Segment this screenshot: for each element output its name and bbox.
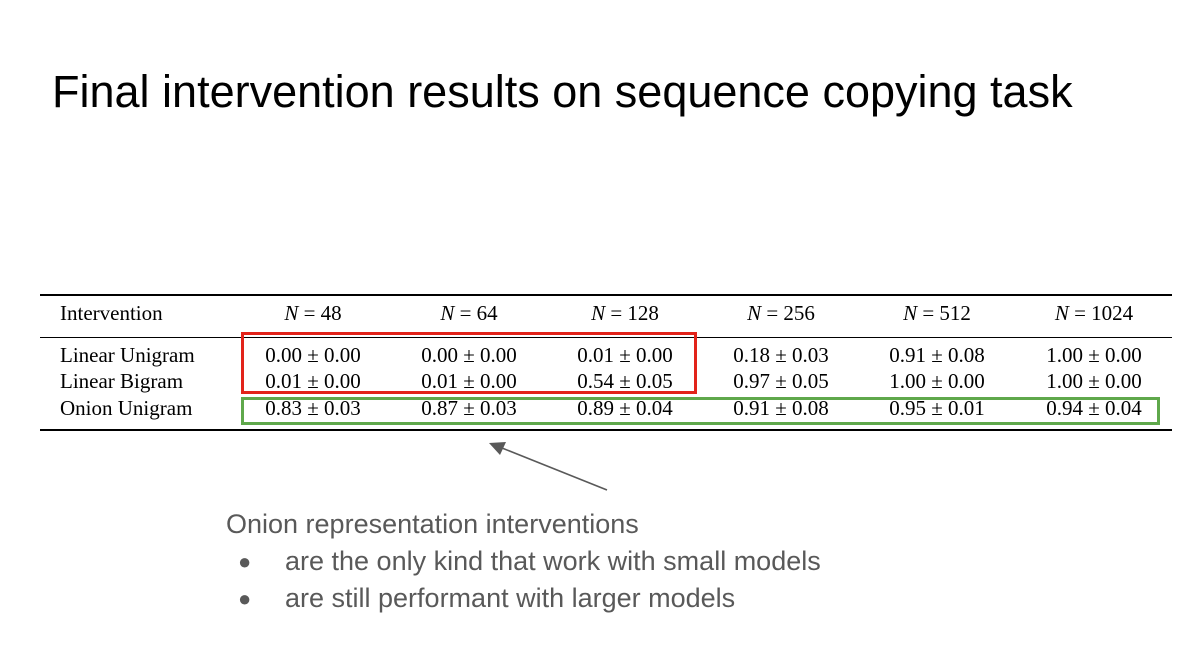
table-cell: 0.91 ± 0.08	[889, 343, 985, 367]
table-cell: 0.89 ± 0.04	[577, 396, 673, 420]
header-n512-var: N	[903, 301, 918, 325]
header-n128-eq: = 128	[610, 301, 659, 325]
header-n64-var: N	[440, 301, 455, 325]
header-n1024-var: N	[1054, 301, 1069, 325]
table-cell: 0.00 ± 0.00	[421, 343, 517, 367]
table-cell: 0.83 ± 0.03	[265, 396, 361, 420]
row-label-linear-bigram: Linear Bigram	[60, 369, 184, 393]
header-n128: N = 128	[591, 300, 659, 326]
table-cell: 0.87 ± 0.03	[421, 396, 517, 420]
table-cell: 1.00 ± 0.00	[1046, 369, 1142, 393]
table-cell: 1.00 ± 0.00	[1046, 343, 1142, 367]
bullet-icon: ●	[238, 549, 252, 574]
header-intervention: Intervention	[60, 301, 163, 325]
annotation-bullet-item: ● are still performant with larger model…	[226, 580, 821, 617]
annotation-bullet-text: are the only kind that work with small m…	[285, 546, 821, 576]
header-n64: N = 64	[440, 300, 497, 326]
table-bottom-rule	[40, 429, 1172, 431]
annotation-heading: Onion representation interventions	[226, 509, 639, 539]
table-cell: 0.54 ± 0.05	[577, 369, 673, 393]
header-n256: N = 256	[747, 300, 815, 326]
header-n64-eq: = 64	[459, 301, 498, 325]
annotation-note: Onion representation interventions ● are…	[226, 506, 821, 617]
header-n1024: N = 1024	[1055, 300, 1133, 326]
header-n512-eq: = 512	[922, 301, 971, 325]
table-cell: 0.18 ± 0.03	[733, 343, 829, 367]
table-cell: 0.94 ± 0.04	[1046, 396, 1142, 420]
table-cell: 0.01 ± 0.00	[577, 343, 673, 367]
table-cell: 0.95 ± 0.01	[889, 396, 985, 420]
table-cell: 0.97 ± 0.05	[733, 369, 829, 393]
table-cell: 0.01 ± 0.00	[421, 369, 517, 393]
linear-small-model-highlight-box	[241, 332, 697, 394]
header-n48-var: N	[284, 301, 299, 325]
header-n1024-eq: = 1024	[1074, 301, 1134, 325]
annotation-bullet-item: ● are the only kind that work with small…	[226, 543, 821, 580]
header-n48-eq: = 48	[303, 301, 342, 325]
header-n48: N = 48	[284, 300, 341, 326]
annotation-bullet-text: are still performant with larger models	[285, 583, 736, 613]
onion-row-highlight-box	[241, 397, 1160, 425]
bullet-icon: ●	[238, 586, 252, 611]
row-label-onion-unigram: Onion Unigram	[60, 396, 193, 420]
header-n256-eq: = 256	[766, 301, 815, 325]
table-cell: 0.01 ± 0.00	[265, 369, 361, 393]
table-cell: 1.00 ± 0.00	[889, 369, 985, 393]
results-table: Intervention N = 48 N = 64 N = 128 N = 2…	[40, 292, 1172, 432]
arrow-shaft	[501, 447, 608, 491]
header-n256-var: N	[747, 301, 762, 325]
header-n512: N = 512	[903, 300, 971, 326]
table-top-rule	[40, 294, 1172, 296]
table-header-rule	[40, 337, 1172, 338]
row-label-linear-unigram: Linear Unigram	[60, 343, 195, 367]
slide-title: Final intervention results on sequence c…	[52, 66, 1073, 117]
table-cell: 0.00 ± 0.00	[265, 343, 361, 367]
table-cell: 0.91 ± 0.08	[733, 396, 829, 420]
arrow-head	[489, 442, 506, 455]
header-n128-var: N	[591, 301, 606, 325]
